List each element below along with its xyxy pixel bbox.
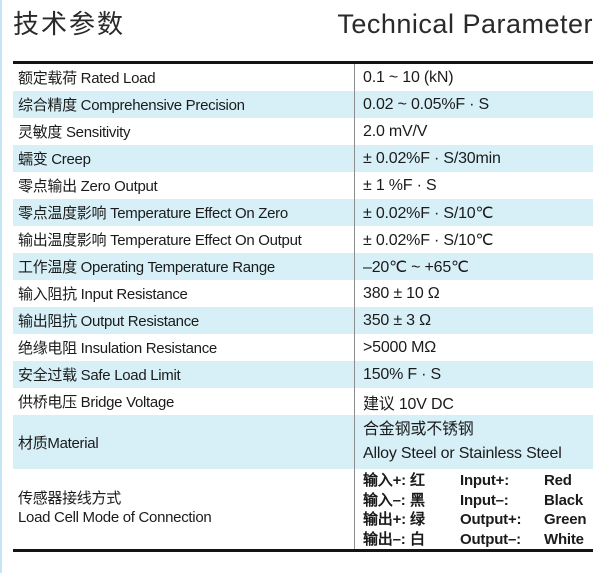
- page-left-edge-line: [0, 0, 2, 573]
- wiring-en-color: Black: [544, 491, 584, 509]
- row-label: 传感器接线方式 Load Cell Mode of Connection: [13, 469, 354, 549]
- row-value: 建议 10V DC: [354, 388, 593, 415]
- row-label: 输出温度影响 Temperature Effect On Output: [18, 232, 302, 249]
- row-value: –20℃ ~ +65℃: [354, 253, 593, 280]
- row-label: 材质Material: [18, 434, 99, 452]
- table-row-comprehensive-precision: 综合精度 Comprehensive Precision 0.02 ~ 0.05…: [13, 91, 593, 118]
- table-row-creep: 蠕变 Creep ± 0.02%F · S/30min: [13, 145, 593, 172]
- row-value: ± 0.02%F · S/30min: [354, 145, 593, 172]
- row-value: 350 ± 3 Ω: [354, 307, 593, 334]
- row-value: 0.1 ~ 10 (kN): [354, 64, 593, 91]
- wiring-en-color: Green: [544, 511, 587, 528]
- row-value: 380 ± 10 Ω: [354, 280, 593, 307]
- wiring-en-label: Input+:: [460, 472, 510, 489]
- table-row-bridge-voltage: 供桥电压 Bridge Voltage 建议 10V DC: [13, 388, 593, 415]
- table-row-connection-mode: 传感器接线方式 Load Cell Mode of Connection 输入+…: [13, 469, 593, 549]
- table-row-safe-load-limit: 安全过载 Safe Load Limit 150% F · S: [13, 361, 593, 388]
- connection-label-zh: 传感器接线方式: [18, 490, 121, 507]
- table-row-output-resistance: 输出阻抗 Output Resistance 350 ± 3 Ω: [13, 307, 593, 334]
- row-value: >5000 MΩ: [354, 334, 593, 361]
- page-title-english: Technical Parameter: [337, 9, 593, 39]
- wiring-zh-color: 红: [410, 472, 425, 489]
- wiring-zh-label: 输入+:: [363, 472, 406, 489]
- row-value: 2.0 mV/V: [354, 118, 593, 145]
- row-value: ± 1 %F · S: [354, 172, 593, 199]
- table-row-insulation-resistance: 绝缘电阻 Insulation Resistance >5000 MΩ: [13, 334, 593, 361]
- row-value: 150% F · S: [354, 361, 593, 388]
- technical-parameter-table: 额定载荷 Rated Load 0.1 ~ 10 (kN) 综合精度 Compr…: [13, 61, 593, 552]
- row-label: 输出阻抗 Output Resistance: [18, 313, 199, 330]
- table-row-rated-load: 额定载荷 Rated Load 0.1 ~ 10 (kN): [13, 64, 593, 91]
- row-label: 零点温度影响 Temperature Effect On Zero: [18, 205, 288, 222]
- row-label: 供桥电压 Bridge Voltage: [18, 394, 175, 411]
- wiring-zh-color: 白: [410, 530, 425, 548]
- wiring-zh-label: 输出+:: [363, 511, 406, 528]
- row-value: ± 0.02%F · S/10℃: [354, 226, 593, 253]
- table-row-zero-output: 零点输出 Zero Output ± 1 %F · S: [13, 172, 593, 199]
- row-label: 安全过载 Safe Load Limit: [18, 367, 181, 384]
- wiring-en-color: Red: [544, 472, 572, 489]
- wiring-zh-color: 绿: [410, 511, 425, 528]
- page-header: 技术参数 Technical Parameter: [13, 4, 593, 41]
- row-value: ± 0.02%F · S/10℃: [354, 199, 593, 226]
- wiring-en-label: Input–:: [460, 491, 509, 509]
- row-value: 合金钢或不锈钢 Alloy Steel or Stainless Steel: [354, 415, 593, 469]
- table-row-temp-effect-output: 输出温度影响 Temperature Effect On Output ± 0.…: [13, 226, 593, 253]
- wiring-table: 输入+: 红 Input+: Red 输入–: 黑 Input–: Black …: [363, 471, 593, 549]
- table-row-operating-temp-range: 工作温度 Operating Temperature Range –20℃ ~ …: [13, 253, 593, 280]
- table-row-sensitivity: 灵敏度 Sensitivity 2.0 mV/V: [13, 118, 593, 145]
- row-label: 输入阻抗 Input Resistance: [18, 286, 188, 303]
- wiring-zh-label: 输入–:: [363, 491, 406, 509]
- row-value: 0.02 ~ 0.05%F · S: [354, 91, 593, 118]
- wiring-zh-color: 黑: [410, 491, 425, 509]
- wiring-en-label: Output–:: [460, 530, 521, 548]
- material-value-zh: 合金钢或不锈钢: [363, 421, 474, 438]
- row-value: 输入+: 红 Input+: Red 输入–: 黑 Input–: Black …: [354, 469, 593, 549]
- wiring-en-label: Output+:: [460, 511, 522, 528]
- table-row-temp-effect-zero: 零点温度影响 Temperature Effect On Zero ± 0.02…: [13, 199, 593, 226]
- table-row-input-resistance: 输入阻抗 Input Resistance 380 ± 10 Ω: [13, 280, 593, 307]
- row-label: 绝缘电阻 Insulation Resistance: [18, 340, 217, 357]
- row-label: 额定载荷 Rated Load: [18, 70, 156, 87]
- wiring-zh-label: 输出–:: [363, 530, 406, 548]
- table-row-material: 材质Material 合金钢或不锈钢 Alloy Steel or Stainl…: [13, 415, 593, 469]
- wiring-en-color: White: [544, 530, 584, 548]
- page-title-chinese: 技术参数: [13, 9, 126, 39]
- row-label: 综合精度 Comprehensive Precision: [18, 97, 245, 114]
- row-label: 蠕变 Creep: [18, 151, 91, 168]
- material-value-en: Alloy Steel or Stainless Steel: [363, 445, 562, 462]
- row-label: 灵敏度 Sensitivity: [18, 124, 131, 141]
- row-label: 零点输出 Zero Output: [18, 178, 158, 195]
- row-label: 工作温度 Operating Temperature Range: [18, 259, 275, 276]
- connection-label-en: Load Cell Mode of Connection: [18, 509, 212, 526]
